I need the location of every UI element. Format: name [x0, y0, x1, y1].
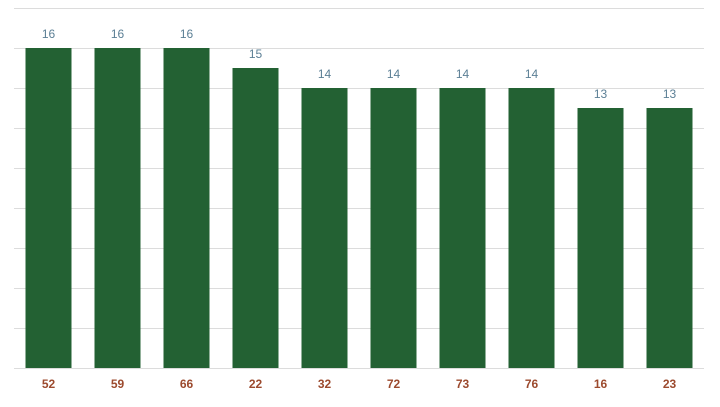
- value-label: 16: [42, 27, 56, 41]
- value-label: 14: [456, 67, 470, 81]
- value-label: 15: [249, 47, 263, 61]
- x-tick-label: 72: [387, 377, 401, 391]
- x-tick-label: 32: [318, 377, 332, 391]
- bar: [232, 68, 279, 368]
- value-label: 16: [111, 27, 125, 41]
- bar: [370, 88, 417, 368]
- x-tick-label: 59: [111, 377, 125, 391]
- value-label: 16: [180, 27, 194, 41]
- x-tick-label: 73: [456, 377, 470, 391]
- bar: [646, 108, 693, 368]
- value-label: 14: [387, 67, 401, 81]
- value-label: 14: [318, 67, 332, 81]
- x-tick-label: 16: [594, 377, 608, 391]
- bar: [163, 48, 210, 368]
- x-tick-label: 76: [525, 377, 539, 391]
- bar: [439, 88, 486, 368]
- value-label: 14: [525, 67, 539, 81]
- bar: [301, 88, 348, 368]
- x-tick-label: 23: [663, 377, 677, 391]
- bar: [577, 108, 624, 368]
- bar: [94, 48, 141, 368]
- x-tick-label: 66: [180, 377, 194, 391]
- bar: [508, 88, 555, 368]
- bar: [25, 48, 72, 368]
- value-label: 13: [663, 87, 677, 101]
- value-label: 13: [594, 87, 608, 101]
- x-tick-label: 22: [249, 377, 263, 391]
- x-tick-label: 52: [42, 377, 56, 391]
